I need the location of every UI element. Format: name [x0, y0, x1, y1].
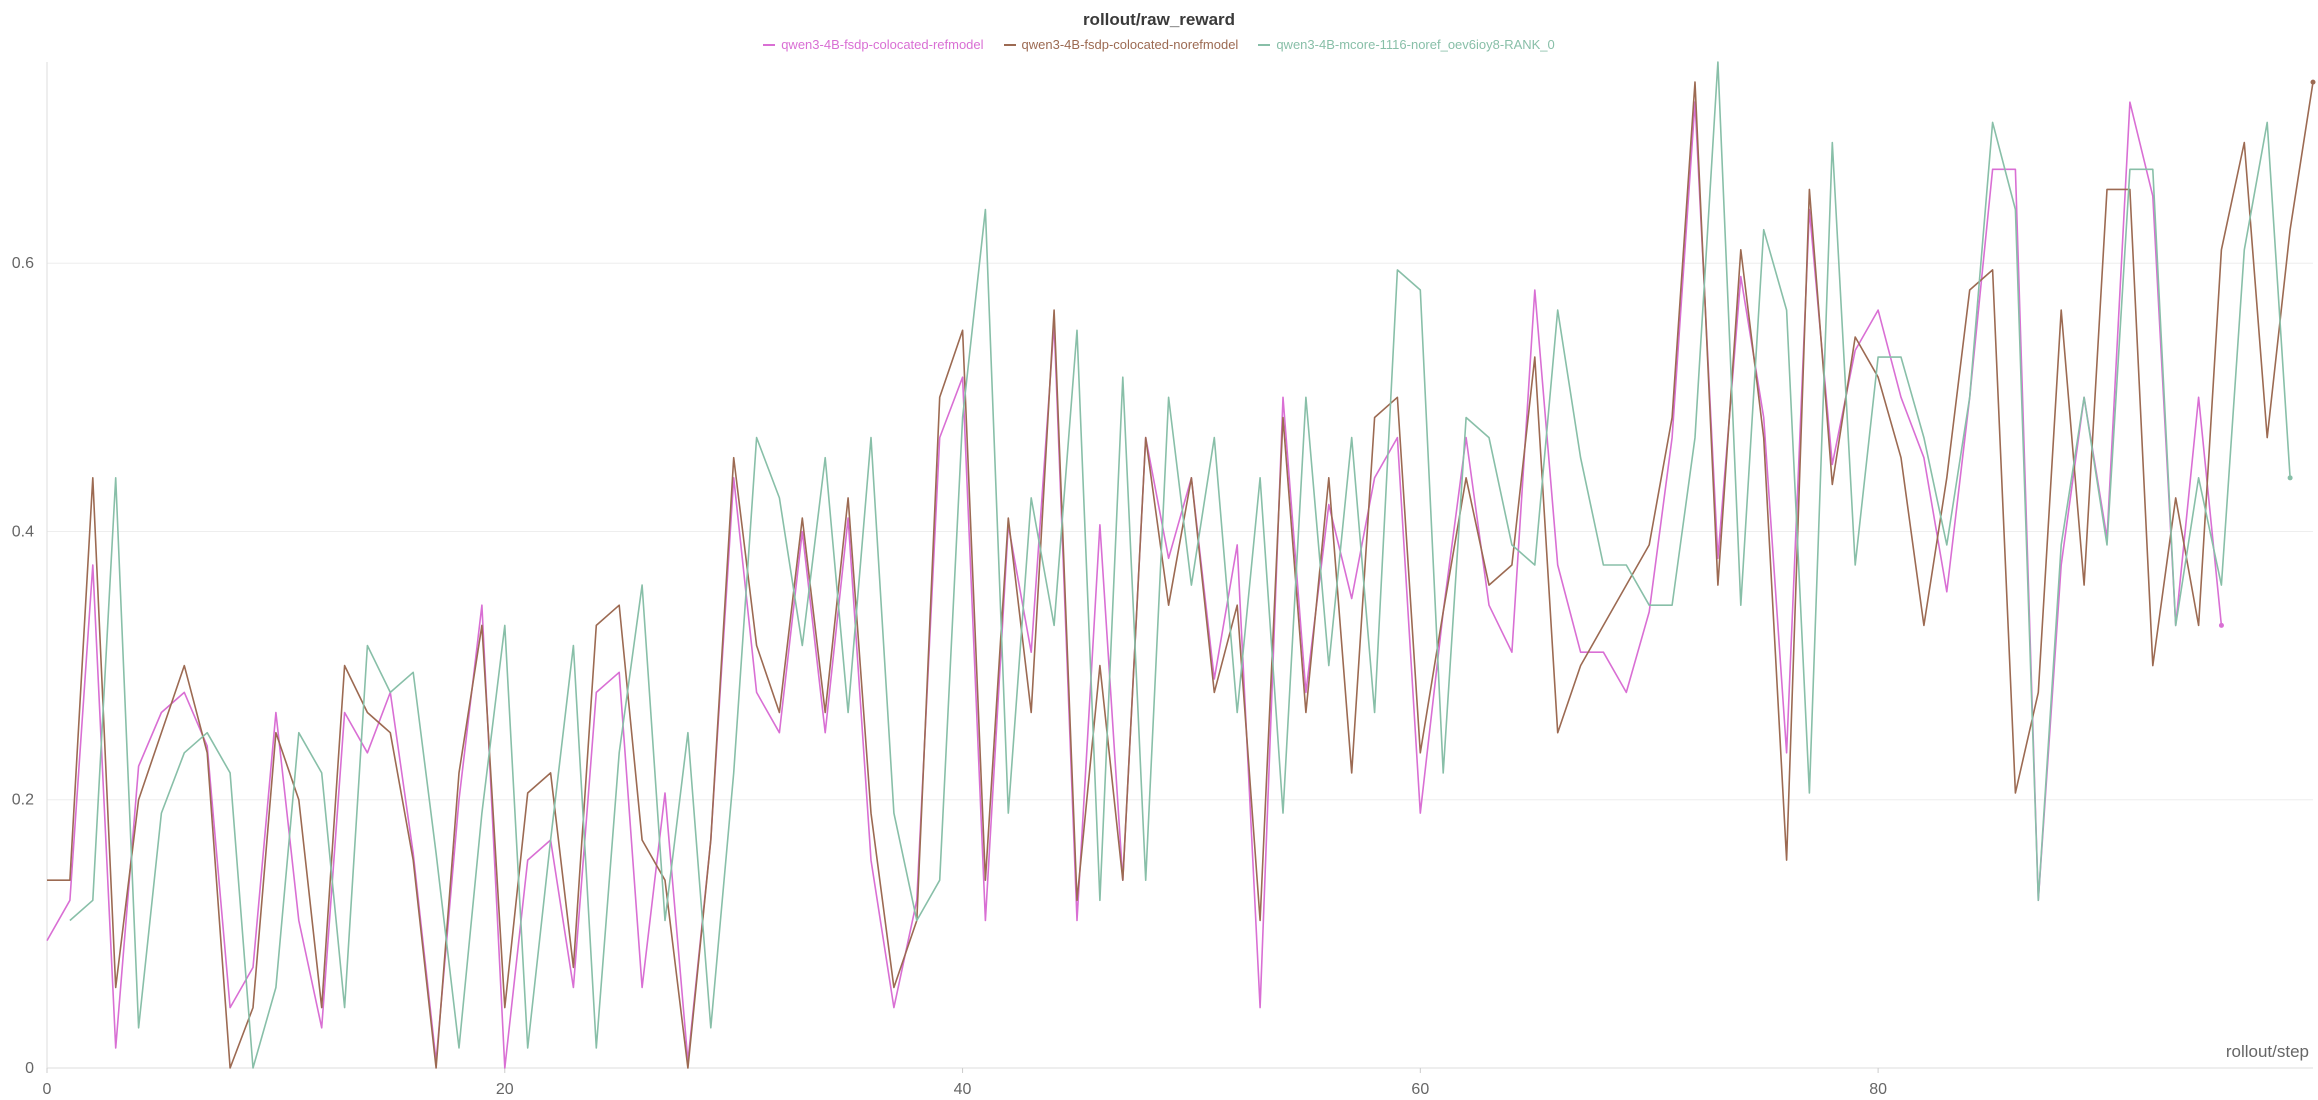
chart-title: rollout/raw_reward: [1082, 10, 1236, 29]
y-tick-label: 0.4: [12, 523, 34, 540]
legend-item-3[interactable]: qwen3-4B-mcore-1116-noref_oev6ioy8-RANK_…: [1258, 37, 1555, 52]
series-line-3: [69, 61, 2291, 1069]
x-tick-label: 80: [1869, 1081, 1887, 1098]
legend-item-2[interactable]: qwen3-4B-fsdp-colocated-norefmodel: [1003, 37, 1239, 52]
y-tick-label: 0.2: [12, 792, 34, 809]
y-tick-label: 0: [25, 1060, 34, 1077]
legend-swatch-2: [1003, 43, 1016, 46]
legend-label-2: qwen3-4B-fsdp-colocated-norefmodel: [1021, 37, 1239, 52]
legend-label-3: qwen3-4B-mcore-1116-noref_oev6ioy8-RANK_…: [1276, 37, 1555, 52]
y-tick-label: 0.6: [12, 255, 34, 272]
series-end-point-1: [2218, 622, 2224, 628]
series-line-2: [47, 81, 2314, 1069]
legend-label-1: qwen3-4B-fsdp-colocated-refmodel: [781, 37, 984, 52]
x-tick-label: 40: [954, 1081, 972, 1098]
chart-legend: qwen3-4B-fsdp-colocated-refmodel qwen3-4B…: [0, 37, 2318, 52]
legend-swatch-3: [1258, 43, 1271, 46]
series-line-1: [46, 101, 2223, 1069]
series-end-point-2: [2310, 79, 2316, 85]
series-end-point-3: [2287, 475, 2293, 481]
x-tick-label: 0: [43, 1081, 52, 1098]
legend-item-1[interactable]: qwen3-4B-fsdp-colocated-refmodel: [763, 37, 984, 52]
legend-swatch-1: [763, 43, 776, 46]
x-tick-label: 20: [496, 1081, 514, 1098]
x-axis-label: rollout/step: [2226, 1042, 2309, 1061]
x-tick-label: 60: [1411, 1081, 1429, 1098]
